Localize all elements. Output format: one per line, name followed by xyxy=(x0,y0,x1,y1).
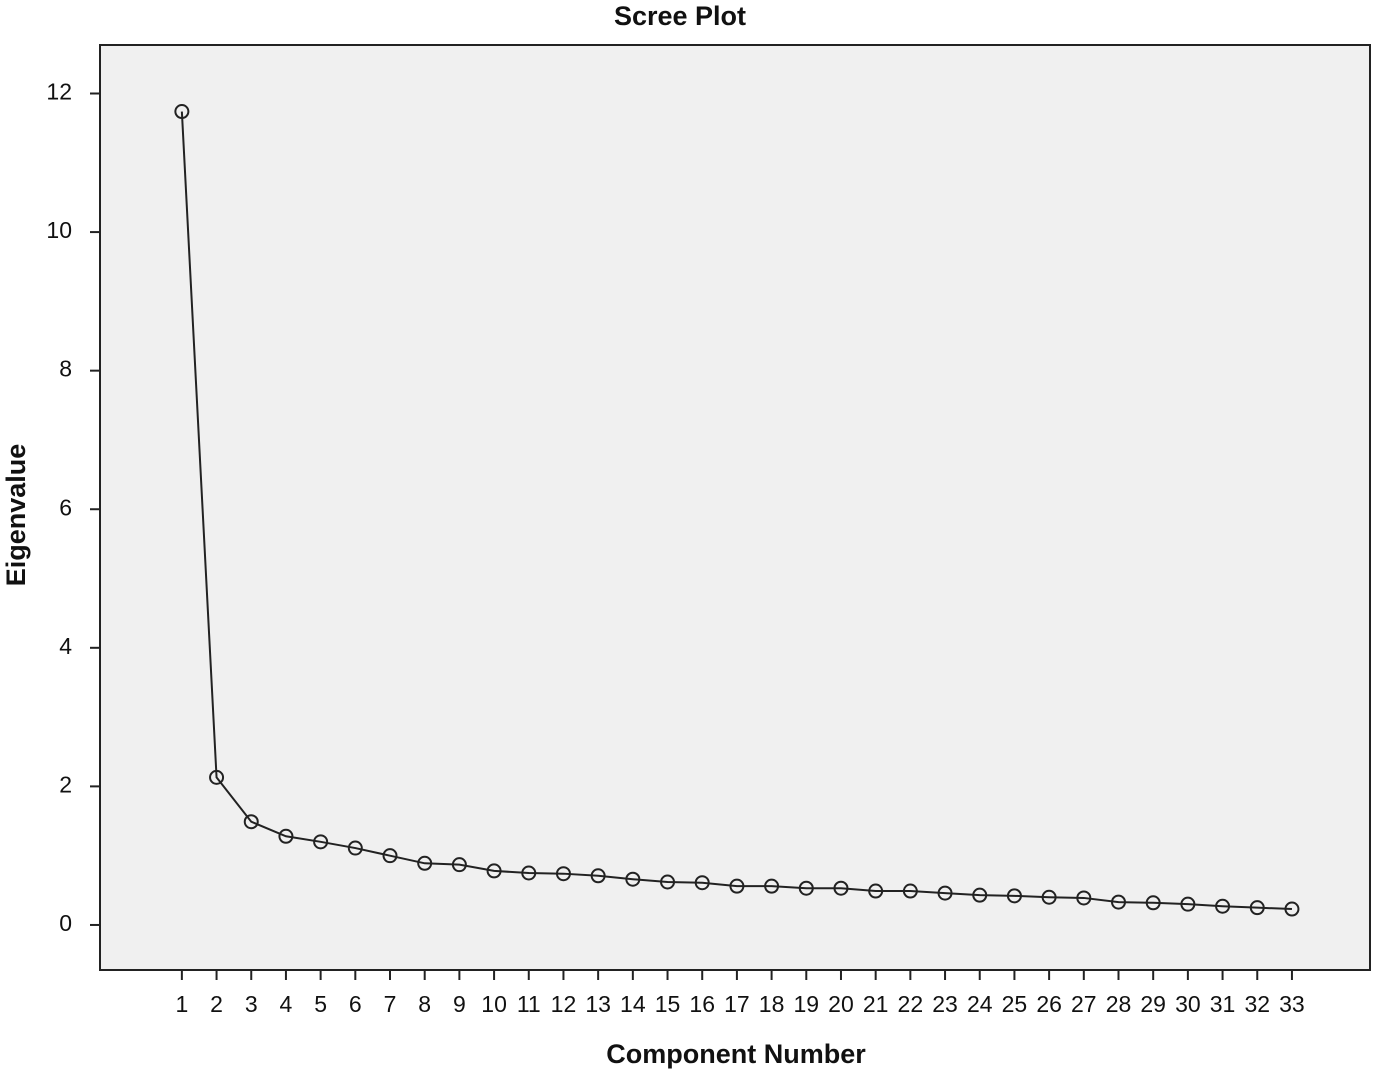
x-tick-label: 20 xyxy=(828,991,854,1017)
x-tick-label: 30 xyxy=(1175,991,1201,1017)
x-tick-label: 24 xyxy=(967,991,993,1017)
data-point xyxy=(590,868,606,884)
data-point xyxy=(1110,894,1126,910)
data-point xyxy=(243,814,259,830)
data-point xyxy=(660,874,676,890)
data-point xyxy=(451,857,467,873)
chart-title: Scree Plot xyxy=(614,1,746,31)
data-point xyxy=(1145,895,1161,911)
x-tick-label: 31 xyxy=(1210,991,1236,1017)
x-tick-label: 26 xyxy=(1036,991,1062,1017)
data-point xyxy=(555,866,571,882)
data-point xyxy=(694,875,710,891)
data-point xyxy=(174,104,190,120)
x-tick-label: 15 xyxy=(655,991,681,1017)
data-point xyxy=(1076,890,1092,906)
data-point xyxy=(1006,888,1022,904)
data-point xyxy=(278,828,294,844)
data-point xyxy=(1180,896,1196,912)
data-point xyxy=(1284,901,1300,917)
x-tick-label: 29 xyxy=(1140,991,1166,1017)
x-tick-label: 12 xyxy=(551,991,577,1017)
x-tick-label: 28 xyxy=(1106,991,1132,1017)
x-axis-label: Component Number xyxy=(606,1039,866,1069)
x-tick-label: 4 xyxy=(280,991,293,1017)
y-tick-label: 4 xyxy=(59,633,72,659)
data-point xyxy=(1249,900,1265,916)
data-point xyxy=(417,855,433,871)
data-point xyxy=(937,885,953,901)
data-point xyxy=(868,883,884,899)
data-point xyxy=(1041,889,1057,905)
x-tick-label: 8 xyxy=(418,991,431,1017)
x-tick-label: 21 xyxy=(863,991,889,1017)
data-point xyxy=(798,880,814,896)
x-tick-label: 25 xyxy=(1002,991,1028,1017)
y-tick-label: 6 xyxy=(59,494,72,520)
data-point xyxy=(209,769,225,785)
data-point xyxy=(902,883,918,899)
y-tick-label: 10 xyxy=(46,217,72,243)
y-tick-label: 8 xyxy=(59,356,72,382)
data-point xyxy=(521,865,537,881)
x-tick-label: 11 xyxy=(517,991,541,1017)
plot-area xyxy=(99,44,1371,971)
data-point xyxy=(729,878,745,894)
x-tick-label: 7 xyxy=(384,991,397,1017)
x-tick-label: 14 xyxy=(620,991,646,1017)
x-tick-label: 23 xyxy=(932,991,958,1017)
data-point xyxy=(382,848,398,864)
data-point xyxy=(764,878,780,894)
x-tick-label: 17 xyxy=(724,991,750,1017)
data-point xyxy=(313,834,329,850)
x-tick-label: 27 xyxy=(1071,991,1097,1017)
x-tick-label: 1 xyxy=(175,991,188,1017)
data-point xyxy=(1215,898,1231,914)
x-tick-label: 22 xyxy=(898,991,924,1017)
y-tick-label: 2 xyxy=(59,771,72,797)
x-tick-label: 10 xyxy=(481,991,507,1017)
x-tick-label: 19 xyxy=(793,991,819,1017)
data-point xyxy=(972,887,988,903)
x-tick-label: 6 xyxy=(349,991,362,1017)
x-tick-label: 33 xyxy=(1279,991,1305,1017)
y-axis-label: Eigenvalue xyxy=(1,444,31,587)
x-tick-label: 3 xyxy=(245,991,258,1017)
x-tick-label: 9 xyxy=(453,991,466,1017)
x-tick-label: 16 xyxy=(689,991,715,1017)
data-point xyxy=(625,871,641,887)
x-tick-label: 32 xyxy=(1244,991,1270,1017)
x-tick-label: 2 xyxy=(210,991,223,1017)
x-tick-label: 5 xyxy=(314,991,327,1017)
y-tick-label: 12 xyxy=(46,79,72,105)
data-line xyxy=(180,111,1292,911)
y-tick-label: 0 xyxy=(59,910,72,936)
data-point xyxy=(347,840,363,856)
x-tick-label: 18 xyxy=(759,991,785,1017)
data-point xyxy=(486,863,502,879)
x-tick-label: 13 xyxy=(585,991,611,1017)
data-point xyxy=(833,880,849,896)
